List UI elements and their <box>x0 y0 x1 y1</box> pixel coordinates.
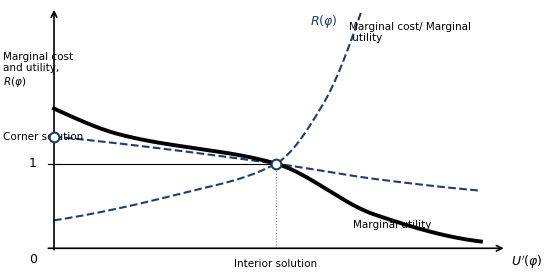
Text: Marginal utility: Marginal utility <box>353 219 431 230</box>
Text: Interior solution: Interior solution <box>234 259 318 269</box>
Text: $U'(\varphi)$: $U'(\varphi)$ <box>511 253 543 271</box>
Text: Marginal cost/ Marginal
 utility: Marginal cost/ Marginal utility <box>348 22 471 43</box>
Text: 1: 1 <box>29 157 37 170</box>
Text: Marginal cost
and utility,
$R(\varphi)$: Marginal cost and utility, $R(\varphi)$ <box>3 52 73 89</box>
Text: 0: 0 <box>29 252 37 265</box>
Text: Corner solution: Corner solution <box>3 131 83 142</box>
Text: $R(\varphi)$: $R(\varphi)$ <box>310 13 338 30</box>
